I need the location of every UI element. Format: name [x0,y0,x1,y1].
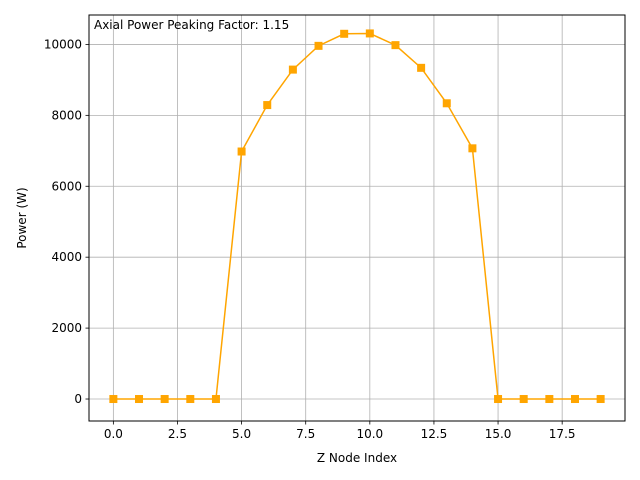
grid [89,15,625,421]
y-tick-label: 10000 [44,37,82,51]
y-tick-label: 8000 [51,108,82,122]
data-point [570,395,579,404]
data-point [519,395,528,404]
data-point [160,395,169,404]
y-axis-label: Power (W) [15,187,29,248]
x-tick-label: 10.0 [356,427,383,441]
plot-frame [88,14,626,422]
data-point [545,395,554,404]
x-tick-label: 5.0 [232,427,251,441]
data-point [596,395,605,404]
data-point [365,29,374,38]
data-point [442,99,451,108]
data-point [288,65,297,74]
data-point [340,29,349,38]
data-point [109,395,118,404]
y-axis: 0 2000 4000 6000 8000 10000 [44,37,89,406]
y-tick-label: 2000 [51,321,82,335]
data-point [135,395,144,404]
x-axis-label: Z Node Index [317,451,397,465]
data-point [237,147,246,156]
data-point [186,395,195,404]
x-axis: 0.0 2.5 5.0 7.5 10.0 12.5 15.0 17.5 [104,421,576,441]
x-tick-label: 7.5 [296,427,315,441]
y-tick-label: 0 [74,392,82,406]
data-point [211,395,220,404]
y-tick-label: 6000 [51,179,82,193]
data-point [314,41,323,50]
x-tick-label: 12.5 [421,427,448,441]
x-tick-label: 15.0 [485,427,512,441]
x-tick-label: 0.0 [104,427,123,441]
data-point [494,395,503,404]
data-point [417,63,426,72]
series-layer [109,29,605,404]
x-tick-label: 2.5 [168,427,187,441]
data-point [468,144,477,153]
data-point [263,101,272,110]
data-point [391,41,400,50]
y-tick-label: 4000 [51,250,82,264]
peaking-factor-annotation: Axial Power Peaking Factor: 1.15 [94,18,289,32]
series-line [113,32,601,400]
x-tick-label: 17.5 [549,427,576,441]
